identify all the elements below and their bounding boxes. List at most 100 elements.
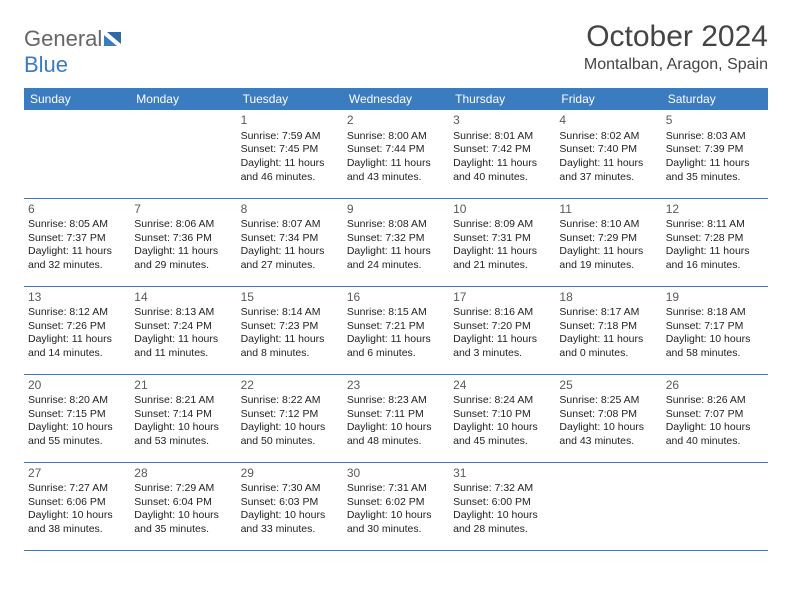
sunrise-text: Sunrise: 8:00 AM [347, 130, 445, 144]
daylight-text: Daylight: 10 hours and 28 minutes. [453, 509, 551, 536]
daylight-text: Daylight: 11 hours and 43 minutes. [347, 157, 445, 184]
daylight-text: Daylight: 10 hours and 38 minutes. [28, 509, 126, 536]
sunset-text: Sunset: 7:11 PM [347, 408, 445, 422]
sunset-text: Sunset: 6:02 PM [347, 496, 445, 510]
sunset-text: Sunset: 7:18 PM [559, 320, 657, 334]
sunrise-text: Sunrise: 8:14 AM [241, 306, 339, 320]
day-number: 15 [241, 290, 339, 306]
day-number: 21 [134, 378, 232, 394]
sunset-text: Sunset: 7:07 PM [666, 408, 764, 422]
day-number: 22 [241, 378, 339, 394]
day-number: 11 [559, 202, 657, 218]
daylight-text: Daylight: 10 hours and 55 minutes. [28, 421, 126, 448]
sunset-text: Sunset: 7:24 PM [134, 320, 232, 334]
logo-text-general: General [24, 26, 102, 51]
weekday-header: Tuesday [237, 88, 343, 110]
day-number: 18 [559, 290, 657, 306]
day-number: 30 [347, 466, 445, 482]
daylight-text: Daylight: 11 hours and 27 minutes. [241, 245, 339, 272]
calendar-week-row: 20Sunrise: 8:20 AMSunset: 7:15 PMDayligh… [24, 374, 768, 462]
daylight-text: Daylight: 10 hours and 43 minutes. [559, 421, 657, 448]
sunrise-text: Sunrise: 8:07 AM [241, 218, 339, 232]
weekday-header: Wednesday [343, 88, 449, 110]
calendar-day-cell: 17Sunrise: 8:16 AMSunset: 7:20 PMDayligh… [449, 286, 555, 374]
weekday-header: Saturday [662, 88, 768, 110]
sunrise-text: Sunrise: 8:09 AM [453, 218, 551, 232]
sunset-text: Sunset: 6:00 PM [453, 496, 551, 510]
month-title: October 2024 [584, 20, 768, 54]
calendar-day-cell: 2Sunrise: 8:00 AMSunset: 7:44 PMDaylight… [343, 110, 449, 198]
calendar-day-cell: 16Sunrise: 8:15 AMSunset: 7:21 PMDayligh… [343, 286, 449, 374]
calendar-day-cell: 7Sunrise: 8:06 AMSunset: 7:36 PMDaylight… [130, 198, 236, 286]
calendar-day-cell: 27Sunrise: 7:27 AMSunset: 6:06 PMDayligh… [24, 462, 130, 550]
logo-text-blue: Blue [24, 52, 68, 77]
calendar-day-cell: 21Sunrise: 8:21 AMSunset: 7:14 PMDayligh… [130, 374, 236, 462]
title-block: October 2024 Montalban, Aragon, Spain [584, 20, 768, 74]
sunrise-text: Sunrise: 7:30 AM [241, 482, 339, 496]
sunset-text: Sunset: 7:08 PM [559, 408, 657, 422]
sunrise-text: Sunrise: 8:24 AM [453, 394, 551, 408]
daylight-text: Daylight: 11 hours and 29 minutes. [134, 245, 232, 272]
sunrise-text: Sunrise: 8:25 AM [559, 394, 657, 408]
day-number: 9 [347, 202, 445, 218]
calendar-day-cell: 18Sunrise: 8:17 AMSunset: 7:18 PMDayligh… [555, 286, 661, 374]
calendar-body: 1Sunrise: 7:59 AMSunset: 7:45 PMDaylight… [24, 110, 768, 550]
daylight-text: Daylight: 10 hours and 50 minutes. [241, 421, 339, 448]
sunset-text: Sunset: 7:31 PM [453, 232, 551, 246]
calendar-day-cell: 6Sunrise: 8:05 AMSunset: 7:37 PMDaylight… [24, 198, 130, 286]
sunrise-text: Sunrise: 8:12 AM [28, 306, 126, 320]
calendar-day-cell: 13Sunrise: 8:12 AMSunset: 7:26 PMDayligh… [24, 286, 130, 374]
daylight-text: Daylight: 10 hours and 48 minutes. [347, 421, 445, 448]
sunset-text: Sunset: 7:36 PM [134, 232, 232, 246]
calendar-day-cell: 31Sunrise: 7:32 AMSunset: 6:00 PMDayligh… [449, 462, 555, 550]
calendar-day-cell: 23Sunrise: 8:23 AMSunset: 7:11 PMDayligh… [343, 374, 449, 462]
daylight-text: Daylight: 10 hours and 35 minutes. [134, 509, 232, 536]
calendar-day-cell: 19Sunrise: 8:18 AMSunset: 7:17 PMDayligh… [662, 286, 768, 374]
sunset-text: Sunset: 6:06 PM [28, 496, 126, 510]
daylight-text: Daylight: 11 hours and 16 minutes. [666, 245, 764, 272]
sunset-text: Sunset: 7:39 PM [666, 143, 764, 157]
daylight-text: Daylight: 11 hours and 21 minutes. [453, 245, 551, 272]
sunrise-text: Sunrise: 7:27 AM [28, 482, 126, 496]
day-number: 24 [453, 378, 551, 394]
day-number: 6 [28, 202, 126, 218]
day-number: 4 [559, 113, 657, 129]
day-number: 2 [347, 113, 445, 129]
sunset-text: Sunset: 7:34 PM [241, 232, 339, 246]
calendar-day-cell: 10Sunrise: 8:09 AMSunset: 7:31 PMDayligh… [449, 198, 555, 286]
sunrise-text: Sunrise: 8:01 AM [453, 130, 551, 144]
calendar-empty-cell [130, 110, 236, 198]
calendar-day-cell: 20Sunrise: 8:20 AMSunset: 7:15 PMDayligh… [24, 374, 130, 462]
daylight-text: Daylight: 11 hours and 3 minutes. [453, 333, 551, 360]
sunset-text: Sunset: 7:17 PM [666, 320, 764, 334]
sunset-text: Sunset: 7:21 PM [347, 320, 445, 334]
daylight-text: Daylight: 11 hours and 8 minutes. [241, 333, 339, 360]
daylight-text: Daylight: 11 hours and 24 minutes. [347, 245, 445, 272]
sunset-text: Sunset: 7:29 PM [559, 232, 657, 246]
sunrise-text: Sunrise: 8:20 AM [28, 394, 126, 408]
calendar-day-cell: 29Sunrise: 7:30 AMSunset: 6:03 PMDayligh… [237, 462, 343, 550]
daylight-text: Daylight: 11 hours and 0 minutes. [559, 333, 657, 360]
day-number: 12 [666, 202, 764, 218]
calendar-empty-cell [555, 462, 661, 550]
day-number: 13 [28, 290, 126, 306]
calendar-day-cell: 3Sunrise: 8:01 AMSunset: 7:42 PMDaylight… [449, 110, 555, 198]
sunrise-text: Sunrise: 8:11 AM [666, 218, 764, 232]
sunrise-text: Sunrise: 8:06 AM [134, 218, 232, 232]
day-number: 7 [134, 202, 232, 218]
calendar-week-row: 6Sunrise: 8:05 AMSunset: 7:37 PMDaylight… [24, 198, 768, 286]
logo: GeneralBlue [24, 20, 122, 78]
sunrise-text: Sunrise: 8:18 AM [666, 306, 764, 320]
daylight-text: Daylight: 10 hours and 40 minutes. [666, 421, 764, 448]
calendar-week-row: 27Sunrise: 7:27 AMSunset: 6:06 PMDayligh… [24, 462, 768, 550]
day-number: 16 [347, 290, 445, 306]
calendar-day-cell: 4Sunrise: 8:02 AMSunset: 7:40 PMDaylight… [555, 110, 661, 198]
sunrise-text: Sunrise: 8:15 AM [347, 306, 445, 320]
day-number: 8 [241, 202, 339, 218]
sunset-text: Sunset: 6:03 PM [241, 496, 339, 510]
day-number: 10 [453, 202, 551, 218]
day-number: 5 [666, 113, 764, 129]
daylight-text: Daylight: 10 hours and 30 minutes. [347, 509, 445, 536]
sunset-text: Sunset: 7:45 PM [241, 143, 339, 157]
calendar-day-cell: 15Sunrise: 8:14 AMSunset: 7:23 PMDayligh… [237, 286, 343, 374]
